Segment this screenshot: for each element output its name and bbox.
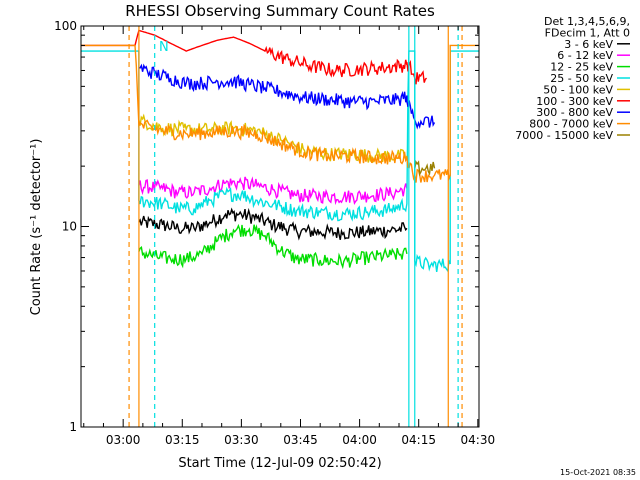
series-line-1 xyxy=(138,207,408,241)
legend-entry-label: 50 - 100 keV xyxy=(543,83,613,96)
x-tick-label: 03:00 xyxy=(106,433,141,447)
legend-header-line: Det 1,3,4,5,6,9, xyxy=(544,15,630,28)
y-axis-label: Count Rate (s⁻¹ detector⁻¹) xyxy=(29,139,44,316)
flag-letter: N xyxy=(159,40,169,55)
legend-entry-label: 800 - 7000 keV xyxy=(529,118,613,131)
legend-entry-label: 3 - 6 keV xyxy=(564,38,613,51)
x-tick-label: 03:15 xyxy=(165,433,200,447)
generation-timestamp: 15-Oct-2021 08:35 xyxy=(560,468,636,477)
x-tick-label: 04:00 xyxy=(342,433,377,447)
legend-entry-label: 25 - 50 keV xyxy=(550,72,613,85)
legend: Det 1,3,4,5,6,9,FDecim 1, Att 03 - 6 keV… xyxy=(515,15,630,142)
series-line-8 xyxy=(81,44,479,183)
series-layer xyxy=(81,29,479,273)
y-tick-label: 100 xyxy=(54,19,77,33)
series-line-5 xyxy=(138,113,408,164)
x-axis-label: Start Time (12-Jul-09 02:50:42) xyxy=(178,456,381,471)
x-tick-label: 04:30 xyxy=(461,433,496,447)
legend-header-line: FDecim 1, Att 0 xyxy=(545,26,630,39)
x-tick-label: 04:15 xyxy=(401,433,436,447)
series-line-7 xyxy=(138,63,436,130)
series-line-2 xyxy=(138,176,408,206)
y-tick-label: 1 xyxy=(69,420,77,434)
series-line-6 xyxy=(81,29,428,85)
legend-entry-label: 7000 - 15000 keV xyxy=(515,129,613,142)
series-line-4 xyxy=(81,50,479,273)
series-line-3 xyxy=(138,223,408,270)
marker-lines xyxy=(128,26,463,427)
chart-title: RHESSI Observing Summary Count Rates xyxy=(125,2,435,20)
legend-entry-label: 12 - 25 keV xyxy=(550,61,613,74)
x-tick-label: 03:45 xyxy=(283,433,318,447)
tick-labels: 03:00 03:15 03:30 03:45 04:00 04:15 04:30 100 10… xyxy=(54,19,495,447)
series-line-9 xyxy=(414,160,436,177)
legend-entry-label: 6 - 12 keV xyxy=(557,49,613,62)
axes xyxy=(80,25,480,428)
y-tick-label: 10 xyxy=(62,220,77,234)
legend-entry-label: 300 - 800 keV xyxy=(536,106,613,119)
x-tick-label: 03:30 xyxy=(224,433,259,447)
legend-entry-label: 100 - 300 keV xyxy=(536,95,613,108)
